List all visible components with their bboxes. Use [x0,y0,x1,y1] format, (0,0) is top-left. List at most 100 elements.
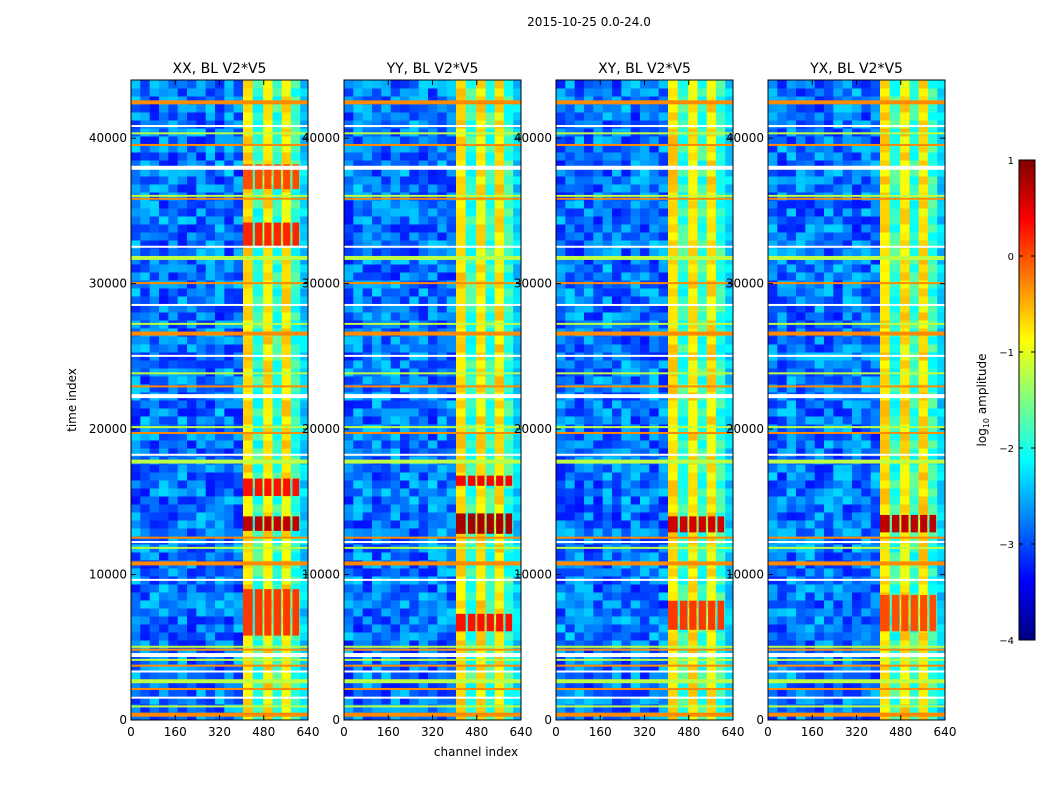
heatmap-cell [409,480,420,489]
band-cell [503,496,514,505]
heatmap-cell [187,488,197,497]
band-cell [513,440,521,449]
heatmap-cell [140,232,151,241]
heatmap-cell [612,80,622,89]
heatmap-cell [602,440,613,449]
x-tick-label: 640 [510,725,533,739]
heatmap-cell [353,528,364,537]
band-cell [243,104,253,113]
heatmap-cell [640,120,650,129]
x-tick-label: 480 [465,725,488,739]
heatmap-cell [437,288,448,297]
heatmap-cell [593,696,604,705]
heatmap-cell [168,312,179,321]
heatmap-cell [446,608,457,617]
heatmap-cell [649,88,660,97]
heatmap-cell [842,672,853,681]
heatmap-cell [140,256,151,265]
heatmap-cell [187,664,197,673]
heatmap-cell [630,600,641,609]
band-cell [263,368,273,377]
heatmap-cell [140,664,151,673]
band-cell [715,488,726,497]
heatmap-cell [344,408,354,417]
band-cell [677,360,689,369]
heatmap-cell [131,168,141,177]
heatmap-cell [149,480,160,489]
heatmap-cell [593,280,604,289]
heatmap-cell [870,616,881,625]
band-cell [494,600,505,609]
heatmap-cell [390,280,401,289]
band-cell [513,280,521,289]
band-cell [725,704,733,713]
heatmap-cell [215,288,225,297]
band-cell [456,672,466,681]
band-cell [456,240,466,249]
band-cell [503,136,514,145]
heatmap-cell [168,448,179,457]
band-cell [725,584,733,593]
band-cell [513,304,521,313]
heatmap-cell [409,552,420,561]
band-cell [456,144,466,153]
band-cell [677,312,689,321]
band-cell [263,80,273,89]
band-cell [668,640,678,649]
heatmap-cell [418,384,429,393]
heatmap-cell [658,96,669,105]
heatmap-cell [372,664,382,673]
band-cell [715,696,726,705]
heatmap-cell [612,440,622,449]
band-cell [688,152,698,161]
heatmap-cell [418,104,429,113]
band-cell [513,424,521,433]
band-cell [243,288,253,297]
heatmap-cell [814,688,825,697]
flagged-row [556,578,733,581]
heatmap-cell [658,480,669,489]
heatmap-cell [362,472,373,481]
hot-block [273,589,281,636]
band-cell [688,336,698,345]
heatmap-cell [621,416,632,425]
heatmap-cell [381,488,392,497]
flagged-row [556,125,733,128]
heatmap-cell [159,232,169,241]
heatmap-cell [409,160,420,169]
band-cell [263,248,273,257]
heatmap-cell [372,312,382,321]
heatmap-cell [215,104,225,113]
heatmap-cell [196,88,207,97]
heatmap-cell [621,200,632,209]
band-cell [503,168,514,177]
band-cell [513,680,521,689]
flagged-row [344,394,521,399]
band-cell [281,88,292,97]
band-cell [688,184,698,193]
heatmap-cell [593,304,604,313]
heatmap-cell [612,208,622,217]
heatmap-cell [437,264,448,273]
heatmap-cell [224,632,235,641]
heatmap-cell [786,704,797,713]
heatmap-cell [574,248,585,257]
heatmap-cell [344,464,354,473]
band-cell [494,448,505,457]
heatmap-cell [390,216,401,225]
heatmap-cell [437,144,448,153]
band-cell [688,264,698,273]
band-cell [715,504,726,513]
band-cell [252,280,264,289]
heatmap-cell [224,120,235,129]
band-cell [697,80,708,89]
band-cell [706,168,717,177]
band-cell [465,176,477,185]
heatmap-cell [131,520,141,529]
hot-block [689,516,697,533]
band-cell [715,112,726,121]
heatmap-cell [640,288,650,297]
heatmap-cell [630,664,641,673]
heatmap-cell [621,408,632,417]
heatmap-cell [805,688,816,697]
